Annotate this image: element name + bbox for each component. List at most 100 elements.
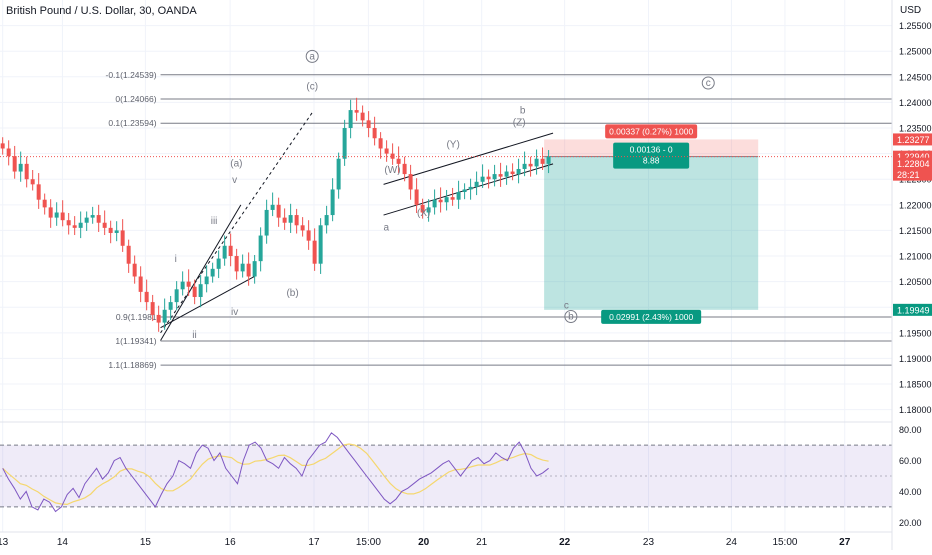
price-axis-tag-bg xyxy=(893,168,932,181)
candle-body xyxy=(168,302,173,310)
candle-body xyxy=(516,168,521,175)
wave-label: iv xyxy=(231,307,238,318)
candle-body xyxy=(186,281,191,287)
price-tick-label: 1.21000 xyxy=(899,252,932,262)
candle-body xyxy=(252,261,257,277)
mid-label-bg xyxy=(613,142,690,169)
trend-channel-line xyxy=(160,204,242,341)
time-tick-label: 15:00 xyxy=(772,537,797,548)
candle-body xyxy=(480,176,485,182)
price-axis-tag: 28:21 xyxy=(897,170,920,180)
candle-body xyxy=(108,227,113,233)
candle-body xyxy=(210,268,215,277)
fib-level-label: 0.1(1.23594) xyxy=(108,118,156,128)
candle-body xyxy=(144,291,149,303)
mid-label-2: 8.88 xyxy=(643,156,660,166)
candle-body xyxy=(378,138,383,149)
candle-body xyxy=(396,158,401,164)
wave-label: b xyxy=(520,106,526,117)
candle-body xyxy=(330,189,335,216)
price-axis-tag-bg xyxy=(893,133,932,146)
candle-body xyxy=(42,199,47,208)
wave-label: i xyxy=(175,254,177,265)
candle-body xyxy=(18,163,23,172)
price-tick-label: 1.25500 xyxy=(899,21,932,31)
candle-body xyxy=(432,199,437,208)
candle-body xyxy=(372,128,377,139)
candle-body xyxy=(468,186,473,190)
fib-level-label: 0(1.24066) xyxy=(115,94,156,104)
time-tick-label: 22 xyxy=(559,537,571,548)
candle-body xyxy=(72,225,77,228)
fib-level-label: -0.1(1.24539) xyxy=(106,70,157,80)
candle-body xyxy=(126,245,131,264)
candle-body xyxy=(192,286,197,297)
candle-body xyxy=(258,235,263,262)
candle-body xyxy=(456,192,461,200)
price-tick-label: 1.19000 xyxy=(899,354,932,364)
candle-body xyxy=(264,209,269,236)
wave-label: ii xyxy=(192,330,196,341)
candle-body xyxy=(228,245,233,257)
candle-body xyxy=(528,163,533,167)
candle-body xyxy=(0,143,5,149)
candle-body xyxy=(348,110,353,129)
candle-body xyxy=(510,171,515,175)
candle-body xyxy=(408,174,413,190)
rsi-tick-label: 40.00 xyxy=(899,487,922,497)
price-axis-tag-bg xyxy=(893,303,932,316)
wave-label: c xyxy=(564,300,569,311)
price-tick-label: 1.24500 xyxy=(899,72,932,82)
candle-body xyxy=(204,276,209,285)
candle-body xyxy=(132,263,137,277)
wave-label: (Z) xyxy=(513,117,526,128)
candle-body xyxy=(504,171,509,177)
candle-body xyxy=(102,222,107,228)
candle-body xyxy=(426,207,431,213)
time-tick-label: 15:00 xyxy=(356,537,381,548)
price-tick-label: 1.20500 xyxy=(899,277,932,287)
candle-body xyxy=(534,158,539,167)
candle-body xyxy=(360,112,365,121)
candle-body xyxy=(198,284,203,297)
candle-body xyxy=(60,212,65,221)
price-axis: 1.255001.250001.245001.240001.235001.230… xyxy=(891,0,932,550)
candle-body xyxy=(48,207,53,218)
candle-body xyxy=(498,174,503,177)
candle-body xyxy=(216,258,221,269)
rsi-line xyxy=(2,432,549,513)
short-position-tool[interactable]: 0.00337 (0.27%) 1000 0.00136 - 08.88 0.029… xyxy=(544,124,759,324)
candle-body xyxy=(300,225,305,231)
candle-body xyxy=(6,148,11,157)
candle-body xyxy=(240,263,245,272)
price-tick-label: 1.18500 xyxy=(899,380,932,390)
price-tick-label: 1.24000 xyxy=(899,98,932,108)
grid-lines xyxy=(0,0,892,532)
candle-body xyxy=(174,289,179,303)
rsi-pane xyxy=(0,421,892,513)
wave-label: c xyxy=(706,78,711,89)
wave-label: a xyxy=(309,51,315,62)
candle-body xyxy=(522,163,527,169)
candle-body xyxy=(294,215,299,226)
fib-level-label: 1.1(1.18869) xyxy=(108,360,156,370)
candle-body xyxy=(222,245,227,259)
wave-label: (W) xyxy=(384,165,400,176)
wave-label: v xyxy=(232,175,237,186)
candle-body xyxy=(414,189,419,205)
candle-body xyxy=(30,179,35,185)
candle-body xyxy=(150,302,155,315)
take-profit-zone xyxy=(544,156,759,310)
currency-label: USD xyxy=(900,5,921,16)
candle-body xyxy=(402,163,407,175)
candle-body xyxy=(324,215,329,226)
time-tick-label: 23 xyxy=(643,537,655,548)
candle-body xyxy=(474,181,479,187)
wave-label: a xyxy=(383,222,389,233)
candle-body xyxy=(78,222,83,228)
time-tick-label: 27 xyxy=(839,537,851,548)
time-tick-label: 20 xyxy=(418,537,430,548)
wave-label-circle xyxy=(701,76,715,90)
